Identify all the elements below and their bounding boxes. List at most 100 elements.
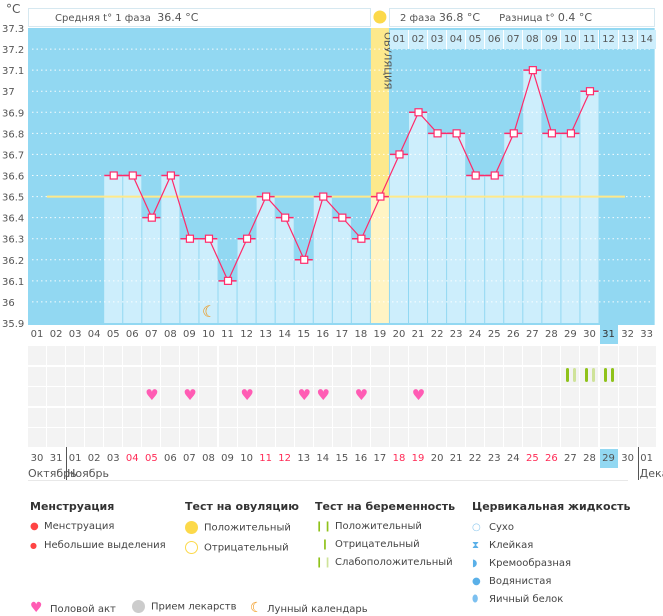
temperature-point <box>509 129 518 138</box>
legend-item: Лунный календарь <box>267 604 368 615</box>
legend-item: Половой акт <box>50 604 116 615</box>
temperature-point <box>414 108 423 117</box>
legend-title: Тест на овуляцию <box>185 500 299 513</box>
temperature-point <box>147 213 156 222</box>
y-tick-label: 36.1 <box>2 277 24 288</box>
temperature-bar <box>504 133 523 323</box>
unit-label: °C <box>6 2 21 16</box>
egg-white-icon: ⬮ <box>472 594 479 605</box>
temperature-point <box>242 234 252 243</box>
temperature-point <box>376 192 385 201</box>
legend-item: Положительный <box>204 522 291 534</box>
moon-icon: ☾ <box>202 302 216 321</box>
temperature-point <box>433 129 442 138</box>
temperature-bar <box>466 175 485 323</box>
temperature-bar <box>123 175 142 323</box>
ovulation-label: ОВУЛЯЦИЯ <box>381 32 392 90</box>
temperature-point <box>490 171 499 180</box>
temperature-bar <box>104 175 123 323</box>
legend-item: Водянистая <box>489 576 552 587</box>
temperature-point <box>262 192 271 201</box>
legend-item: Сухо <box>489 522 514 533</box>
legend-title: Менструация <box>30 500 115 513</box>
temperature-point <box>128 171 137 180</box>
temperature-point <box>528 66 537 75</box>
y-tick-label: 37 <box>2 87 15 98</box>
temperature-bar <box>218 280 237 323</box>
moon-icon: ☾ <box>250 600 263 616</box>
y-tick-label: 36.4 <box>2 214 24 225</box>
y-tick-label: 37.2 <box>2 45 24 56</box>
temperature-bar <box>313 196 332 323</box>
pill-icon <box>132 600 145 613</box>
small-drop-icon: ● <box>30 541 37 550</box>
y-tick-label: 36.3 <box>2 235 24 246</box>
temperature-bar <box>580 91 599 323</box>
diff-label: Разница t° <box>499 13 555 24</box>
temperature-point <box>452 129 461 138</box>
test-weak-icon: ❙❙ <box>315 557 332 568</box>
temperature-bar <box>142 217 161 323</box>
legend-item: Менструация <box>44 521 115 532</box>
legend-lunar: ☾ Лунный календарь <box>250 600 368 616</box>
temperature-bar <box>409 112 428 324</box>
y-tick-label: 36.2 <box>2 256 24 267</box>
temperature-bar <box>332 217 351 323</box>
y-tick-label: 36 <box>2 298 15 309</box>
temperature-bar <box>485 175 504 323</box>
legend-title: Тест на беременность <box>315 500 456 513</box>
diff-value: 0.4 °C <box>557 11 593 24</box>
legend-item: Прием лекарств <box>151 601 237 613</box>
legend-item: Яичный белок <box>489 594 564 605</box>
temperature-point <box>166 171 175 180</box>
x-axis-line <box>28 323 655 325</box>
temperature-bar <box>542 133 561 323</box>
y-tick-label: 37.1 <box>2 66 24 77</box>
temperature-point <box>223 276 233 285</box>
legend-intercourse: ♥ Половой акт <box>30 600 116 616</box>
legend-item: Клейкая <box>489 540 534 551</box>
temperature-point <box>281 213 290 222</box>
temperature-point <box>338 213 347 222</box>
blood-drop-icon: ● <box>30 521 39 532</box>
watery-drop-icon: ● <box>472 576 481 587</box>
filled-sun-icon <box>185 521 198 534</box>
legend-item: Кремообразная <box>489 558 572 569</box>
temperature-bar <box>256 196 275 323</box>
sticky-icon: ⧗ <box>472 540 480 551</box>
phase2-label: 2 фаза <box>400 13 436 24</box>
temperature-point <box>357 234 366 243</box>
heart-icon: ♥ <box>30 600 43 616</box>
temperature-point <box>395 150 404 159</box>
legend-cervical: Цервикальная жидкость ○ Сухо ⧗ Клейкая ◗ Кр… <box>472 500 630 605</box>
test-negative-icon: ❙ <box>320 539 330 550</box>
phase1-header: Средняя t° 1 фаза 36.4 °C <box>28 8 371 27</box>
legend-ovulation-test: Тест на овуляцию Положительный Отрицател… <box>185 500 299 554</box>
temperature-bar <box>294 259 313 323</box>
temperature-point <box>109 171 118 180</box>
temperature-bar <box>447 133 466 323</box>
temperature-point <box>185 234 195 243</box>
creamy-icon: ◗ <box>472 558 478 569</box>
ovulation-sun-icon <box>373 10 387 24</box>
legend-item: Слабоположительный <box>335 557 453 568</box>
legend-item: Положительный <box>335 521 422 532</box>
legend-item: Отрицательный <box>335 539 420 550</box>
legend-item: Небольшие выделения <box>44 540 166 551</box>
temperature-point <box>319 192 328 201</box>
phase2-value: 36.8 °C <box>438 11 481 24</box>
temperature-bar <box>237 238 256 323</box>
temperature-point <box>585 87 595 96</box>
phase1-value: 36.4 °C <box>157 11 199 24</box>
y-tick-label: 35.9 <box>2 319 24 330</box>
y-tick-label: 36.6 <box>2 172 24 183</box>
temperature-point <box>566 129 576 138</box>
legend-medication: Прием лекарств <box>132 600 237 613</box>
temperature-bar <box>561 133 580 323</box>
phase1-label: Средняя t° 1 фаза <box>55 13 151 24</box>
test-positive-icon: ❙❙ <box>315 521 332 532</box>
y-tick-label: 36.9 <box>2 108 24 119</box>
legend-menstruation: Менструация ● Менструация ● Небольшие выде… <box>30 500 166 551</box>
